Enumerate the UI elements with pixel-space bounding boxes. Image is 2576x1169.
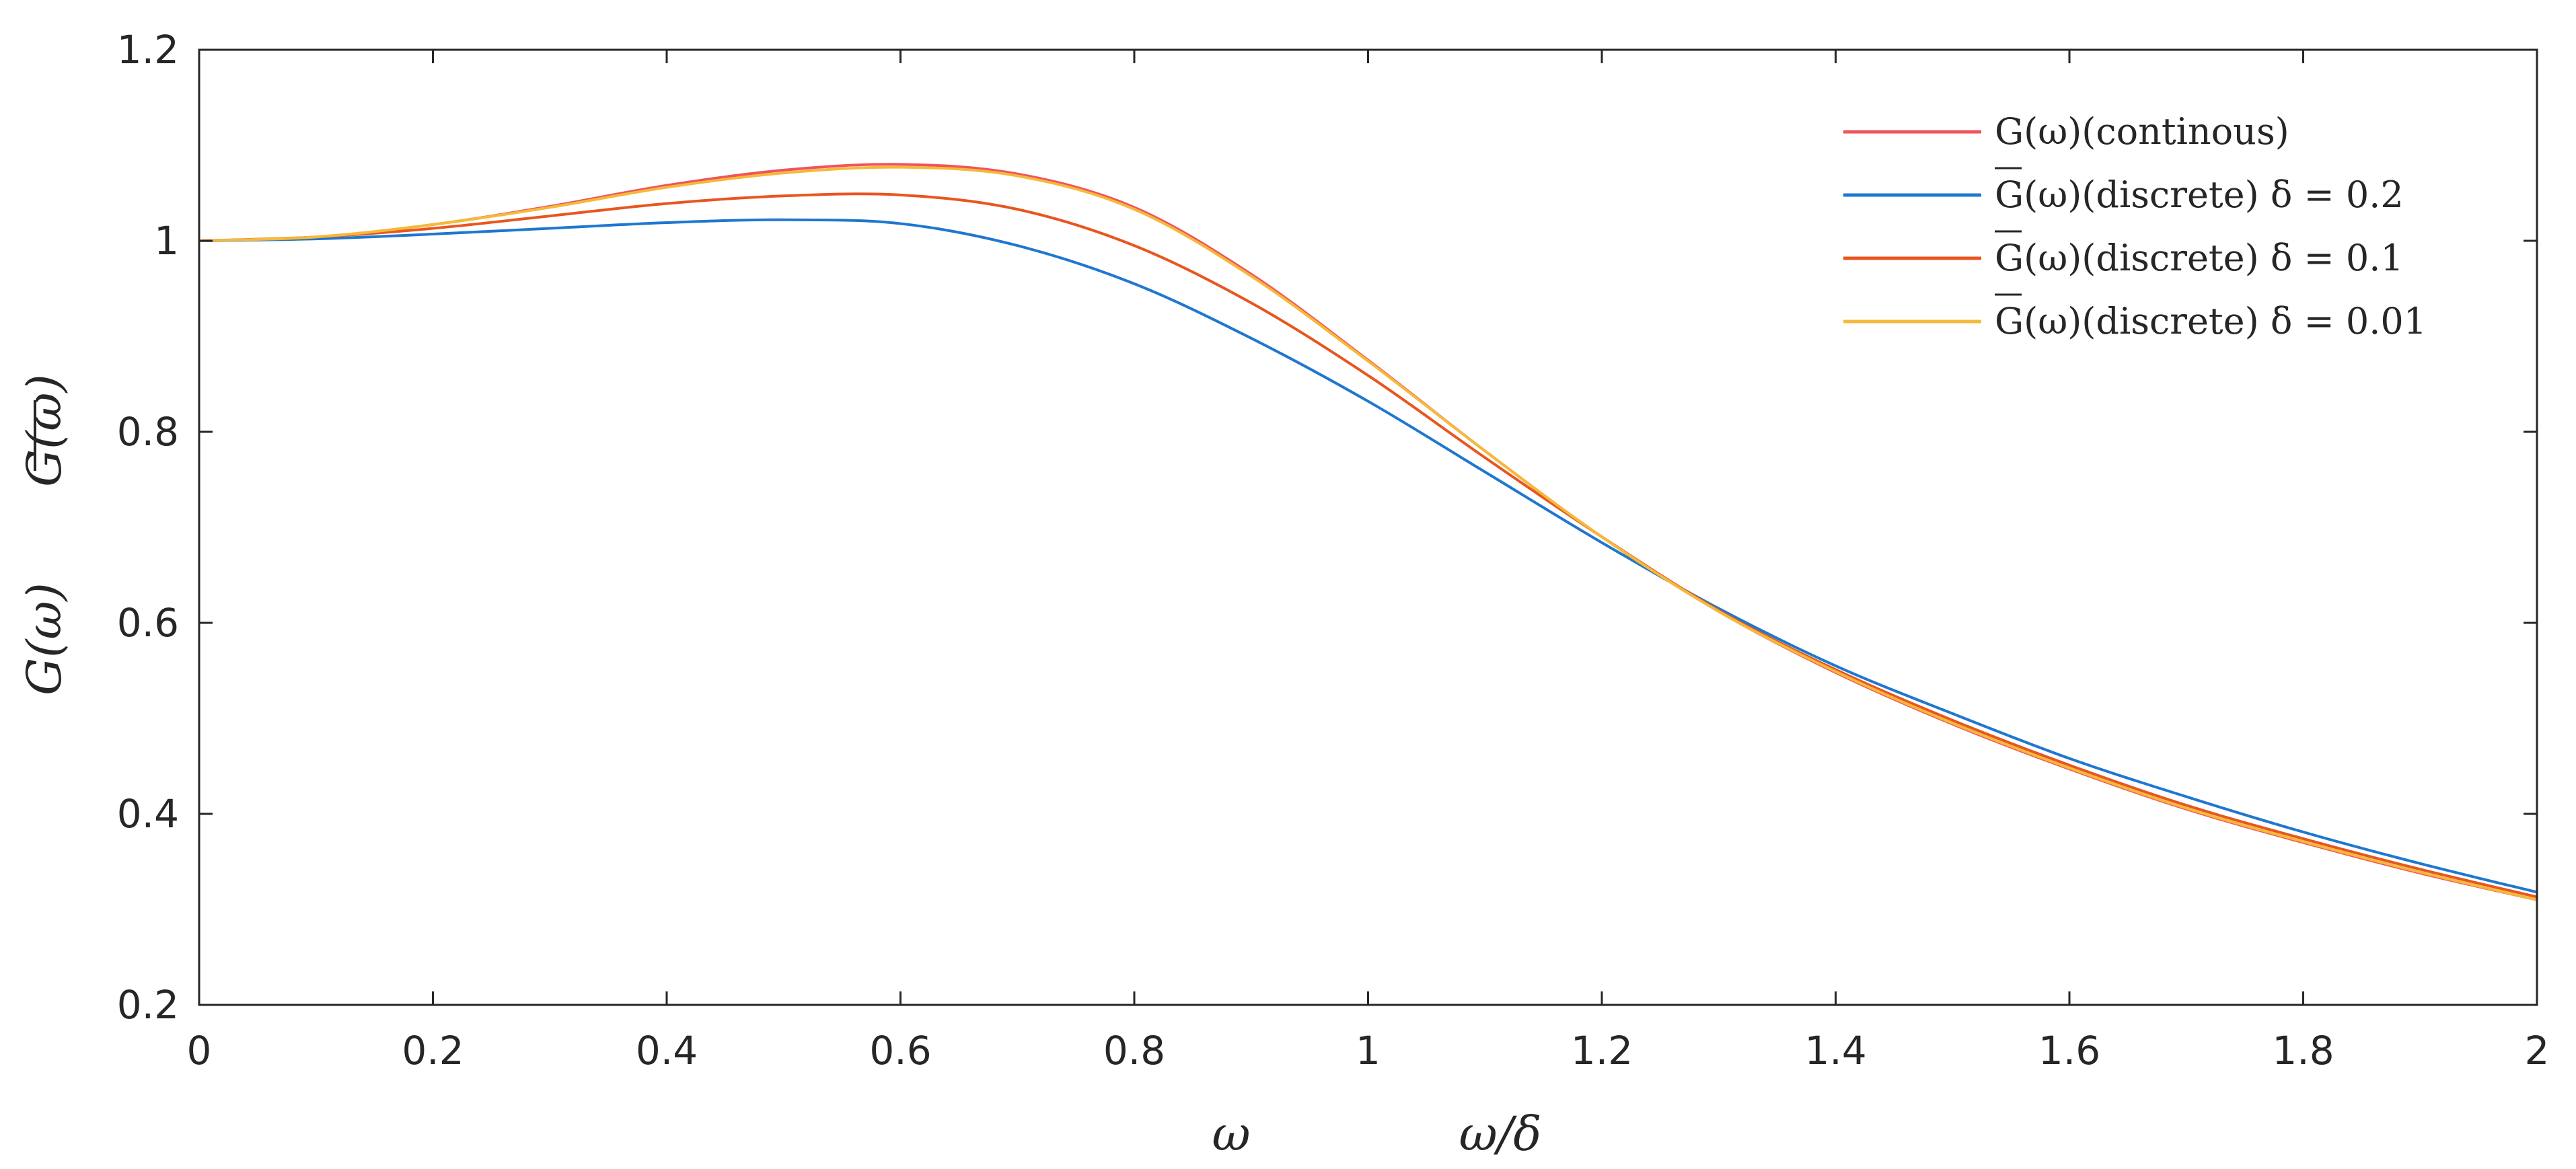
x-tick-label: 0	[187, 1028, 212, 1073]
series-line-4	[198, 165, 2538, 901]
x-axis-label-omega-over-delta: ω/δ	[1459, 1106, 1542, 1162]
x-axis-label-omega: ω	[1212, 1106, 1250, 1162]
y-tick-label: 1	[154, 218, 179, 264]
y-tick-label: 0.4	[117, 791, 179, 837]
y-axis-label-g: G(ω)	[17, 582, 72, 695]
series-line-2	[198, 218, 2538, 894]
legend-label-2: G(ω)(discrete) δ = 0.2	[1995, 174, 2404, 216]
tick-labels: 0 0.2 0.4 0.6 0.8 1 1.2 1.4 1.6 1.8 20.20.40.60.81…	[117, 27, 2550, 1073]
legend-label-3: G(ω)(discrete) δ = 0.1	[1995, 237, 2404, 279]
x-tick-label: 0.2	[402, 1028, 464, 1073]
series-lines	[198, 163, 2538, 901]
plot-area	[199, 50, 2537, 1005]
x-tick-label: 0.6	[869, 1028, 931, 1073]
y-axis-label: G(ω) G(ω)	[17, 374, 72, 695]
legend-label-1: G(ω)(continous)	[1995, 110, 2289, 153]
x-tick-label: 1.6	[2038, 1028, 2100, 1073]
legend: G(ω)(continous) G(ω)(discrete) δ = 0.2 G(ω…	[1843, 110, 2427, 342]
x-tick-label: 0.4	[636, 1028, 698, 1073]
x-tick-label: 2	[2525, 1028, 2550, 1073]
x-tick-label: 1.4	[1804, 1028, 1866, 1073]
y-tick-label: 1.2	[117, 27, 179, 73]
x-tick-label: 0.8	[1103, 1028, 1165, 1073]
y-tick-label: 0.6	[117, 600, 179, 646]
x-tick-label: 1.8	[2272, 1028, 2334, 1073]
y-tick-label: 0.8	[117, 409, 179, 455]
plot-background	[199, 50, 2537, 1005]
x-axis-label: ω ω/δ	[1212, 1106, 1541, 1162]
series-line-3	[198, 192, 2538, 899]
y-axis-label-g-bar: G(ω)	[17, 374, 72, 487]
legend-label-4: G(ω)(discrete) δ = 0.01	[1995, 300, 2427, 342]
x-tick-label: 1	[1356, 1028, 1381, 1073]
x-tick-label: 1.2	[1571, 1028, 1633, 1073]
axes	[198, 48, 2538, 1006]
y-tick-label: 0.2	[117, 982, 179, 1028]
